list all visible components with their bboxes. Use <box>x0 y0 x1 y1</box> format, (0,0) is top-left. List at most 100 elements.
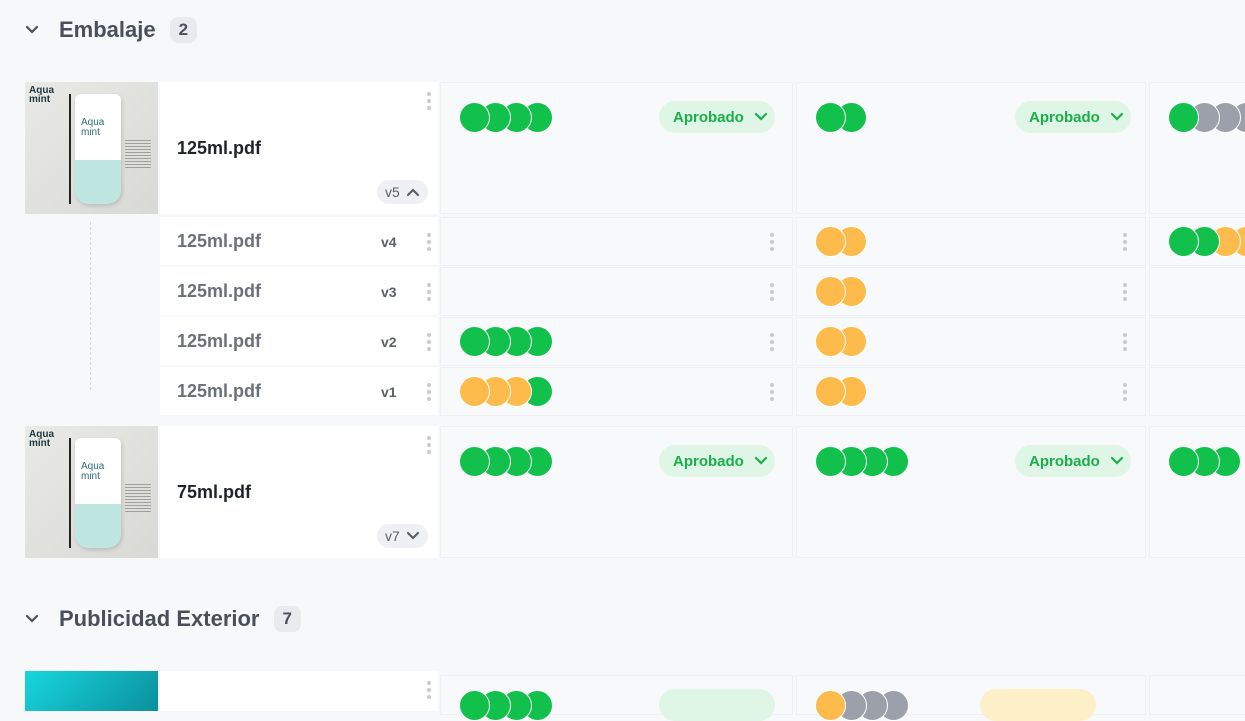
section-title: Publicidad Exterior <box>59 606 260 631</box>
asset-filename[interactable]: 75ml.pdf <box>177 482 252 502</box>
more-options-icon[interactable] <box>427 333 431 351</box>
reviewer-avatars <box>1168 226 1245 257</box>
more-options-icon[interactable] <box>1123 383 1127 401</box>
asset-thumbnail[interactable] <box>25 671 158 711</box>
asset-name-cell[interactable] <box>160 671 438 711</box>
version-row[interactable] <box>160 267 438 315</box>
more-options-icon[interactable] <box>1123 333 1127 351</box>
reviewer-avatars <box>459 446 553 477</box>
reviewer-avatars <box>815 226 867 257</box>
reviewer-avatars <box>815 376 867 407</box>
reviewer-avatars <box>815 690 909 721</box>
review-cell[interactable] <box>440 267 793 316</box>
reviewer-avatars <box>1168 446 1241 477</box>
reviewer-avatar[interactable] <box>815 226 846 257</box>
version-number: v1 <box>381 384 397 400</box>
status-dropdown[interactable]: Aprobado <box>659 101 775 133</box>
status-dropdown[interactable]: Aprobado <box>1015 101 1131 133</box>
reviewer-avatar[interactable] <box>459 326 490 357</box>
status-label: Aprobado <box>673 452 744 470</box>
version-label: v5 <box>385 184 400 200</box>
reviewer-avatar[interactable] <box>815 276 846 307</box>
reviewer-avatars <box>815 276 867 307</box>
reviewer-avatars <box>1168 102 1245 133</box>
reviewer-avatar[interactable] <box>459 102 490 133</box>
reviewer-avatar[interactable] <box>1168 446 1199 477</box>
reviewer-avatars <box>459 690 553 721</box>
more-options-icon[interactable] <box>1123 233 1127 251</box>
chevron-down-icon[interactable] <box>25 23 39 37</box>
more-options-icon[interactable] <box>770 283 774 301</box>
reviewer-avatars <box>459 102 553 133</box>
thumbnail-logo: Aqua mint <box>29 429 54 449</box>
reviewer-avatar[interactable] <box>1168 102 1199 133</box>
review-cell[interactable] <box>1149 367 1245 416</box>
version-filename[interactable]: 125ml.pdf <box>177 331 262 351</box>
asset-filename[interactable]: 125ml.pdf <box>177 138 262 158</box>
thumbnail-logo: Aqua mint <box>29 85 54 105</box>
reviewer-avatar[interactable] <box>815 446 846 477</box>
section-count: 7 <box>273 606 301 632</box>
chevron-down-icon <box>1110 109 1124 126</box>
more-options-icon[interactable] <box>770 383 774 401</box>
section-header[interactable]: Embalaje 2 <box>25 15 198 45</box>
chevron-down-icon <box>1110 453 1124 470</box>
more-options-icon[interactable] <box>770 333 774 351</box>
reviewer-avatar[interactable] <box>459 446 490 477</box>
version-filename[interactable]: 125ml.pdf <box>177 281 262 301</box>
version-row[interactable] <box>160 367 438 415</box>
more-options-icon[interactable] <box>427 681 431 699</box>
reviewer-avatar[interactable] <box>459 690 490 721</box>
reviewer-avatars <box>815 102 867 133</box>
status-dropdown[interactable] <box>980 689 1096 721</box>
more-options-icon[interactable] <box>427 233 431 251</box>
reviewer-avatar[interactable] <box>459 376 490 407</box>
version-toggle[interactable]: v7 <box>377 524 428 548</box>
version-number: v2 <box>381 334 397 350</box>
status-label: Aprobado <box>1029 452 1100 470</box>
reviewer-avatars <box>459 376 553 407</box>
reviewer-avatar[interactable] <box>815 326 846 357</box>
version-tree-line <box>90 222 91 390</box>
review-cell[interactable] <box>440 217 793 266</box>
reviewer-avatars <box>459 326 553 357</box>
review-cell[interactable] <box>1149 267 1245 316</box>
more-options-icon[interactable] <box>770 233 774 251</box>
reviewer-avatar[interactable] <box>815 690 846 721</box>
version-filename[interactable]: 125ml.pdf <box>177 231 262 251</box>
chevron-down-icon[interactable] <box>25 612 39 626</box>
chevron-up-icon <box>406 184 420 200</box>
section-title: Embalaje <box>59 17 156 42</box>
reviewer-avatar[interactable] <box>815 376 846 407</box>
section-header[interactable]: Publicidad Exterior 7 <box>25 604 301 634</box>
status-dropdown[interactable]: Aprobado <box>1015 445 1131 477</box>
version-row[interactable] <box>160 217 438 265</box>
version-toggle[interactable]: v5 <box>377 180 428 204</box>
more-options-icon[interactable] <box>427 92 431 110</box>
more-options-icon[interactable] <box>1123 283 1127 301</box>
reviewer-avatars <box>815 446 909 477</box>
more-options-icon[interactable] <box>427 383 431 401</box>
reviewer-avatar[interactable] <box>1168 226 1199 257</box>
chevron-down-icon <box>754 453 768 470</box>
reviewer-avatars <box>815 326 867 357</box>
chevron-down-icon <box>754 109 768 126</box>
status-label: Aprobado <box>1029 108 1100 126</box>
status-label: Aprobado <box>673 108 744 126</box>
review-cell[interactable] <box>1149 317 1245 366</box>
section-count: 2 <box>169 17 198 43</box>
more-options-icon[interactable] <box>427 283 431 301</box>
chevron-down-icon <box>406 528 420 544</box>
version-filename[interactable]: 125ml.pdf <box>177 381 262 401</box>
version-number: v3 <box>381 284 397 300</box>
review-cell[interactable] <box>1149 675 1245 715</box>
more-options-icon[interactable] <box>427 436 431 454</box>
status-dropdown[interactable] <box>659 689 775 721</box>
version-row[interactable] <box>160 317 438 365</box>
reviewer-avatar[interactable] <box>815 102 846 133</box>
version-number: v4 <box>381 234 397 250</box>
asset-thumbnail[interactable]: Aqua mint Aqua mint <box>25 426 158 558</box>
status-dropdown[interactable]: Aprobado <box>659 445 775 477</box>
asset-thumbnail[interactable]: Aqua mint Aqua mint <box>25 82 158 214</box>
version-label: v7 <box>385 528 400 544</box>
